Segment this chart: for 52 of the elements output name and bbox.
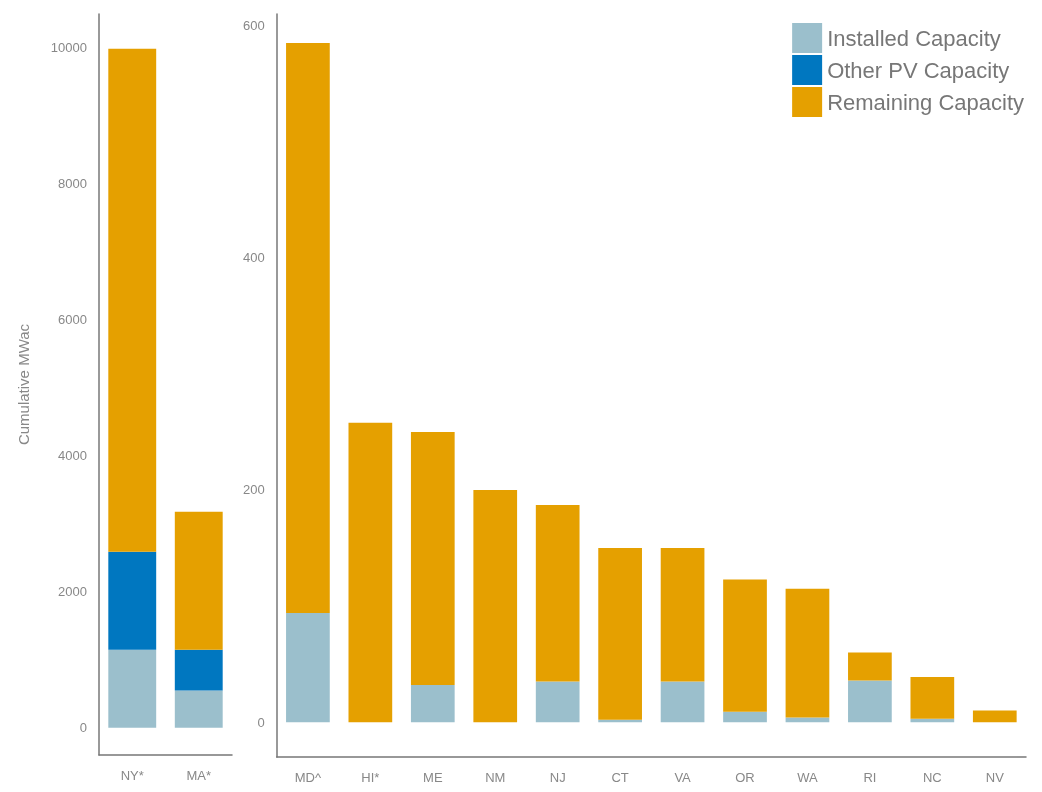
x-tick-label: NV: [985, 770, 1005, 785]
x-tick-label: NJ: [549, 770, 566, 785]
y-tick-label: 10000: [50, 40, 87, 56]
x-tick-label: CT: [611, 770, 629, 785]
y-tick-label: 8000: [58, 176, 87, 192]
x-tick-label: NC: [922, 770, 942, 785]
x-tick-label: ME: [423, 770, 443, 785]
legend-label: Other PV Capacity: [827, 57, 1010, 83]
legend-label: Remaining Capacity: [827, 89, 1024, 115]
bar: [174, 690, 223, 728]
x-tick-label: OR: [735, 770, 755, 785]
legend-label: Installed Capacity: [827, 25, 1001, 51]
bar: [535, 681, 580, 723]
x-tick-label: WA: [797, 770, 818, 785]
bar: [348, 422, 393, 723]
y-tick-label: 6000: [58, 312, 87, 328]
bar: [174, 511, 223, 650]
y-tick-label: 200: [242, 482, 265, 498]
bar: [286, 43, 330, 614]
bar: [848, 652, 892, 681]
bar: [410, 431, 455, 686]
bar: [785, 588, 830, 718]
bar: [598, 548, 642, 720]
bar: [410, 685, 455, 723]
bar: [972, 710, 1017, 723]
bar: [723, 711, 767, 723]
bar: [910, 676, 955, 719]
y-tick-label: 400: [242, 250, 265, 266]
bar: [723, 579, 767, 712]
y-tick-label: 2000: [58, 584, 87, 600]
x-tick-label: RI: [863, 770, 877, 785]
bar: [286, 613, 330, 723]
bar: [108, 551, 157, 650]
bar: [108, 649, 157, 728]
bar: [108, 48, 157, 552]
x-tick-label: VA: [674, 770, 692, 785]
y-tick-label: 0: [257, 714, 265, 730]
bar: [473, 489, 518, 723]
x-tick-label: HI*: [361, 770, 380, 785]
y-axis-title: Cumulative MWac: [15, 323, 32, 446]
bar: [535, 505, 580, 682]
x-tick-label: NM: [485, 770, 506, 785]
y-tick-label: 4000: [58, 448, 87, 464]
x-tick-label: MA*: [186, 768, 212, 783]
y-tick-label: 0: [79, 720, 87, 736]
x-tick-label: NY*: [120, 768, 144, 783]
bar: [848, 680, 892, 723]
y-tick-label: 600: [242, 18, 265, 34]
bar: [174, 649, 223, 691]
bar: [660, 548, 705, 682]
x-tick-label: MD^: [294, 770, 322, 785]
bar: [660, 681, 705, 723]
